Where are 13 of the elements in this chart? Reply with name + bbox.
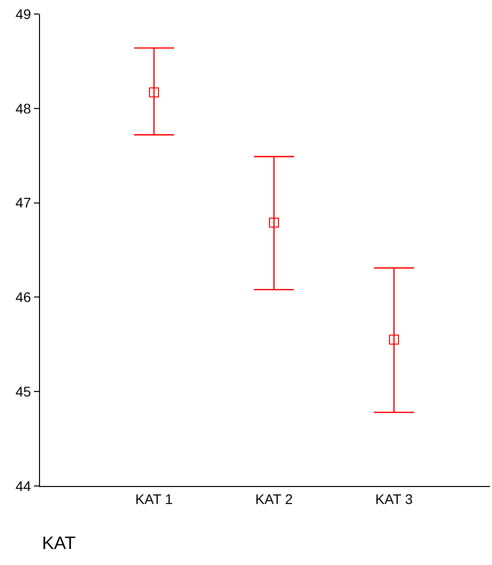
y-tick-label: 46	[15, 289, 32, 306]
point	[149, 87, 159, 98]
x-axis-title: KAT	[42, 533, 76, 553]
y-tick-label: 49	[15, 6, 32, 22]
point	[389, 334, 399, 345]
x-tick-label: KAT 2	[255, 490, 294, 507]
x-tick-label: KAT 1	[135, 490, 174, 507]
y-tick-label: 45	[15, 384, 32, 400]
y-tick-label: 44	[15, 478, 32, 494]
point	[269, 218, 279, 228]
y-tick-label: 48	[15, 100, 32, 116]
y-tick-label: 47	[15, 194, 32, 211]
x-tick-label: KAT 3	[375, 490, 414, 507]
